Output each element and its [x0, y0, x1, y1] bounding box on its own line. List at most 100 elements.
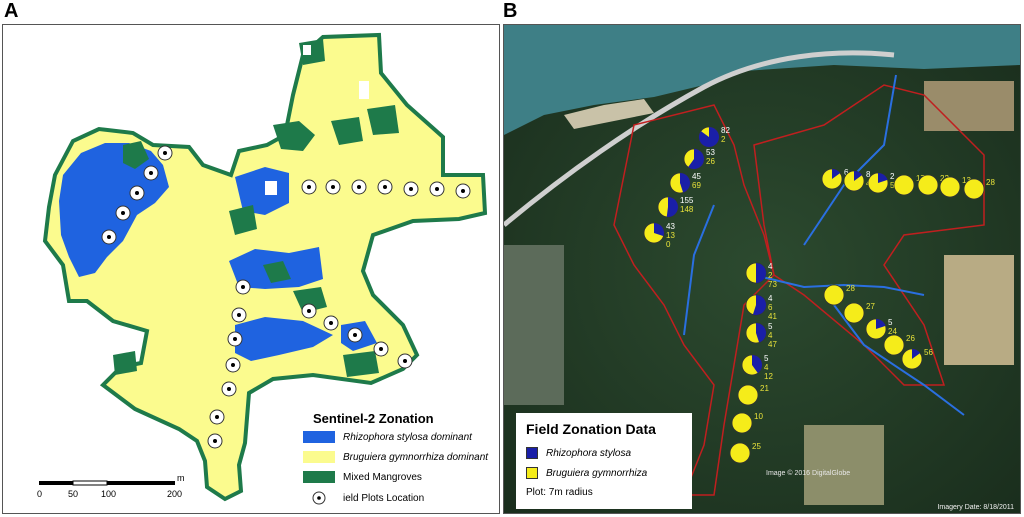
- legend-item-rhizophora: Rhizophora stylosa dominant: [303, 431, 472, 443]
- field-plot-marker-dot: [231, 363, 235, 367]
- rhizophora-zone-se: [235, 317, 333, 361]
- field-east-3: [804, 425, 884, 505]
- plot-count-label: 4: [768, 331, 773, 340]
- plot-pie-bruguiera: [883, 334, 905, 356]
- river-branch-1: [803, 74, 897, 246]
- plot-count-label: 26: [906, 334, 915, 343]
- plot-count-label: 5: [764, 354, 769, 363]
- plot-count-label: 25: [752, 442, 761, 451]
- scale-tick-100: 100: [101, 489, 117, 499]
- plot-count-label: 45: [692, 172, 701, 181]
- scale-bar: 0 50 100 200 m: [37, 473, 209, 507]
- legend-swatch-green: [303, 471, 335, 483]
- legend-label: Bruguiera gymnorrhiza dominant: [343, 451, 489, 463]
- plot-count-label: 28: [986, 178, 995, 187]
- plot-count-label: 5: [888, 318, 893, 327]
- field-plot-pies: 8225326456915514843130427346415447541221…: [643, 126, 995, 464]
- plot-count-label: 47: [768, 340, 777, 349]
- field-plot-markers: [101, 145, 471, 449]
- legend-note: Plot: 7m radius: [526, 487, 593, 498]
- panel-a-label: A: [4, 0, 19, 22]
- field-plot-marker-dot: [135, 191, 139, 195]
- plot-count-label: 2: [768, 271, 773, 280]
- mixed-zone-4: [299, 39, 325, 65]
- plot-marker-icon: [312, 491, 326, 505]
- field-zonation-satellite: 82 2 53 26 45 69 155 148 43 13 0 4 2 73 4 6 41 5 4 47 5 4 12 21…: [503, 24, 1021, 514]
- plot-pie-bruguiera: [893, 174, 915, 196]
- scale-tick-200: 200: [167, 489, 183, 499]
- plot-count-label: 2: [890, 172, 895, 181]
- mixed-zone-7: [367, 105, 399, 135]
- plot-count-label: 6: [844, 168, 849, 177]
- plot-count-label: 155: [680, 196, 694, 205]
- plot-count-label: 4: [768, 262, 773, 271]
- plot-count-label: 53: [706, 148, 715, 157]
- field-plot-marker-dot: [357, 185, 361, 189]
- plot-count-label: 73: [768, 280, 777, 289]
- plot-count-label: 56: [924, 348, 933, 357]
- field-plot-marker-dot: [329, 321, 333, 325]
- mixed-zone-3: [331, 117, 363, 145]
- plot-pie-rhizophora: [699, 127, 719, 147]
- imagery-date: Imagery Date: 8/18/2011: [937, 504, 1014, 511]
- river-main: [753, 274, 925, 296]
- plot-pie-bruguiera: [737, 384, 759, 406]
- legend-item-plots: ield Plots Location: [303, 491, 424, 505]
- mangrove-boundary-east: [753, 84, 985, 386]
- plot-pie-bruguiera: [731, 412, 753, 434]
- plot-count-label: 4: [764, 363, 769, 372]
- gap-2: [359, 81, 369, 99]
- field-plot-marker-dot: [307, 185, 311, 189]
- rhizophora-zone-west: [59, 143, 169, 277]
- field-east-2: [944, 255, 1014, 365]
- mangrove-boundary-west: [613, 104, 775, 496]
- plot-count-label: 27: [866, 302, 875, 311]
- legend-title: Sentinel-2 Zonation: [313, 411, 434, 426]
- plot-pie-bruguiera: [939, 176, 961, 198]
- legend-sentinel: Sentinel-2 Zonation Rhizophora stylosa d…: [303, 409, 499, 513]
- field-plot-marker-dot: [213, 439, 217, 443]
- plot-count-label: 12: [764, 372, 773, 381]
- scale-tick-50: 50: [68, 489, 79, 499]
- legend-label: Rhizophora stylosa dominant: [343, 431, 472, 443]
- plot-count-label: 69: [692, 181, 701, 190]
- mixed-zone-9: [343, 351, 379, 377]
- plot-pie-bruguiera: [843, 302, 865, 324]
- legend-swatch-yellow: [526, 467, 538, 479]
- plot-count-label: 10: [754, 412, 763, 421]
- scale-tick-0: 0: [37, 489, 43, 499]
- beach: [564, 99, 654, 129]
- scale-bar-graphic: [39, 480, 175, 486]
- plot-pie-bruguiera: [823, 284, 845, 306]
- legend-item-rhizophora: Rhizophora stylosa: [526, 447, 631, 459]
- plot-pie-rhizophora: [756, 323, 766, 343]
- plot-pie-rhizophora: [680, 173, 690, 193]
- plot-pie-rhizophora: [756, 263, 766, 283]
- plot-pie-rhizophora: [854, 171, 863, 181]
- plot-pie-rhizophora: [752, 295, 766, 315]
- field-plot-marker-dot: [233, 337, 237, 341]
- plot-count-label: 8: [866, 170, 871, 179]
- plot-pie-bruguiera: [963, 178, 985, 200]
- plot-count-label: 82: [721, 126, 730, 135]
- field-plot-marker-dot: [403, 359, 407, 363]
- plot-pie-rhizophora: [654, 223, 664, 237]
- legend-item-bruguiera: Bruguiera gymnorrhiza dominant: [303, 451, 488, 463]
- legend-item-bruguiera: Bruguiera gymnorrhiza: [526, 467, 647, 479]
- legend-item-mixed: Mixed Mangroves: [303, 471, 422, 483]
- plot-pie-bruguiera: [729, 442, 751, 464]
- mixed-zone-8: [229, 205, 257, 235]
- legend-swatch-blue: [303, 431, 335, 443]
- field-plot-marker-dot: [435, 187, 439, 191]
- legend-note-text: Plot: 7m radius: [526, 487, 593, 498]
- plot-pie-rhizophora: [688, 149, 704, 169]
- plot-count-label: 43: [666, 222, 675, 231]
- village: [504, 245, 564, 405]
- plot-count-label: 4: [768, 294, 773, 303]
- plot-pie-rhizophora: [752, 355, 762, 374]
- field-plot-marker-dot: [215, 415, 219, 419]
- rhizophora-zone-ne: [235, 167, 289, 215]
- field-plot-marker-dot: [237, 313, 241, 317]
- plot-pie-rhizophora: [876, 319, 886, 329]
- field-plot-marker-dot: [107, 235, 111, 239]
